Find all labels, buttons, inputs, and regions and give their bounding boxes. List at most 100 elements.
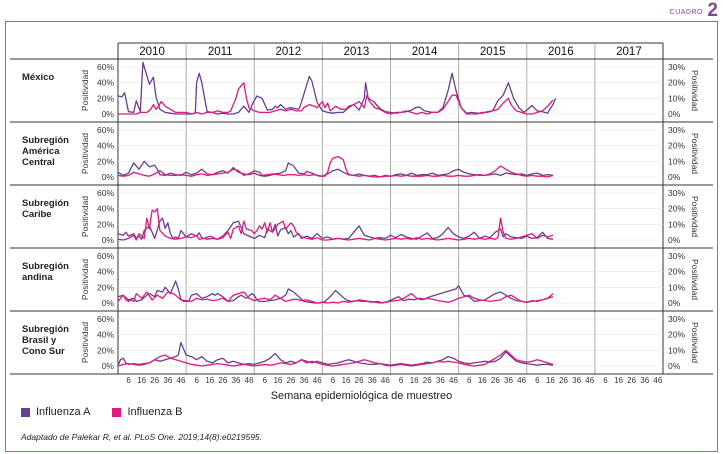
y-axis-label-right: Positividad: [690, 70, 700, 111]
y-tick-right: 0%: [668, 172, 681, 182]
x-tick-week: 26: [559, 376, 568, 385]
x-tick-week: 6: [399, 376, 404, 385]
region-label: América: [22, 146, 60, 157]
y-tick-right: 0%: [668, 361, 681, 371]
y-axis-label-left: Positividad: [80, 133, 90, 174]
y-tick-left: 0%: [102, 298, 115, 308]
legend-label-influenza-a: Influenza A: [36, 406, 91, 418]
y-tick-left: 20%: [97, 93, 114, 103]
region-label: Subregión: [22, 198, 69, 209]
x-tick-week: 26: [287, 376, 296, 385]
x-tick-week: 26: [491, 376, 500, 385]
x-tick-week: 16: [546, 376, 555, 385]
x-tick-week: 6: [263, 376, 268, 385]
legend: Influenza A Influenza B: [21, 406, 204, 418]
region-label: Subregión: [22, 135, 69, 146]
x-tick-week: 46: [245, 376, 254, 385]
y-axis-label-left: Positividad: [80, 70, 90, 111]
x-tick-week: 36: [572, 376, 581, 385]
x-tick-week: 16: [478, 376, 487, 385]
x-tick-week: 36: [300, 376, 309, 385]
year-label-2011: 2011: [208, 46, 233, 58]
y-tick-right: 10%: [668, 219, 685, 229]
region-label: Brasil y: [22, 335, 57, 346]
year-label-2014: 2014: [412, 46, 438, 58]
cuadro-number: 2: [707, 0, 718, 21]
y-tick-right: 20%: [668, 330, 685, 340]
y-tick-right: 30%: [668, 188, 685, 198]
region-label: Cono Sur: [22, 346, 65, 357]
series-line-influenza-b: [118, 82, 554, 115]
y-tick-left: 0%: [102, 361, 115, 371]
y-tick-left: 40%: [97, 267, 114, 277]
x-tick-week: 26: [150, 376, 159, 385]
region-label: Caribe: [22, 209, 52, 220]
y-tick-left: 40%: [97, 330, 114, 340]
region-label: Subregión: [22, 324, 69, 335]
legend-item-influenza-b: Influenza B: [112, 406, 182, 418]
y-axis-label-left: Positividad: [80, 322, 90, 363]
x-tick-week: 6: [603, 376, 608, 385]
y-tick-left: 60%: [97, 314, 114, 324]
region-label: andina: [22, 272, 53, 283]
x-tick-week: 36: [436, 376, 445, 385]
x-tick-week: 6: [467, 376, 472, 385]
x-tick-week: 16: [342, 376, 351, 385]
x-tick-week: 6: [194, 376, 199, 385]
y-tick-left: 60%: [97, 125, 114, 135]
y-tick-right: 0%: [668, 235, 681, 245]
x-axis-label: Semana epidemiológica de muestreo: [270, 390, 453, 402]
x-tick-week: 26: [627, 376, 636, 385]
y-tick-right: 30%: [668, 62, 685, 72]
source-note: Adaptado de Palekar R, et al. PLoS One. …: [21, 432, 263, 442]
y-axis-label-right: Positividad: [690, 133, 700, 174]
y-tick-right: 20%: [668, 204, 685, 214]
legend-label-influenza-b: Influenza B: [127, 406, 183, 418]
year-label-2016: 2016: [548, 46, 574, 58]
y-tick-right: 0%: [668, 109, 681, 119]
x-tick-week: 6: [535, 376, 540, 385]
y-tick-left: 0%: [102, 235, 115, 245]
y-tick-right: 30%: [668, 125, 685, 135]
y-tick-right: 10%: [668, 156, 685, 166]
y-tick-left: 40%: [97, 78, 114, 88]
y-tick-right: 10%: [668, 345, 685, 355]
series-line-influenza-b: [117, 208, 554, 241]
region-label: Central: [22, 157, 55, 168]
y-tick-right: 20%: [668, 141, 685, 151]
series-line-influenza-b: [117, 155, 554, 178]
y-tick-right: 20%: [668, 78, 685, 88]
y-tick-left: 20%: [97, 345, 114, 355]
x-tick-week: 16: [614, 376, 623, 385]
x-tick-week: 46: [381, 376, 390, 385]
x-tick-week: 46: [313, 376, 322, 385]
region-label: México: [22, 72, 54, 83]
x-tick-week: 6: [331, 376, 336, 385]
x-tick-week: 46: [517, 376, 526, 385]
y-tick-right: 10%: [668, 282, 685, 292]
cuadro-label: CUADRO: [669, 9, 703, 16]
year-label-2017: 2017: [616, 46, 642, 58]
x-tick-week: 16: [137, 376, 146, 385]
year-label-2013: 2013: [344, 46, 370, 58]
y-tick-left: 0%: [102, 109, 115, 119]
series-line-influenza-b: [117, 349, 554, 367]
series-line-influenza-b: [117, 291, 554, 304]
x-tick-week: 46: [177, 376, 186, 385]
y-tick-left: 40%: [97, 141, 114, 151]
x-tick-week: 16: [205, 376, 214, 385]
x-tick-week: 46: [653, 376, 662, 385]
x-tick-week: 6: [126, 376, 131, 385]
x-tick-week: 16: [410, 376, 419, 385]
y-tick-left: 20%: [97, 156, 114, 166]
x-tick-week: 26: [355, 376, 364, 385]
y-tick-right: 10%: [668, 93, 685, 103]
year-label-2010: 2010: [139, 46, 165, 58]
x-tick-week: 26: [218, 376, 227, 385]
y-axis-label-right: Positividad: [690, 196, 700, 237]
y-tick-right: 30%: [668, 251, 685, 261]
x-tick-week: 16: [273, 376, 282, 385]
y-tick-left: 0%: [102, 172, 115, 182]
x-tick-week: 36: [368, 376, 377, 385]
